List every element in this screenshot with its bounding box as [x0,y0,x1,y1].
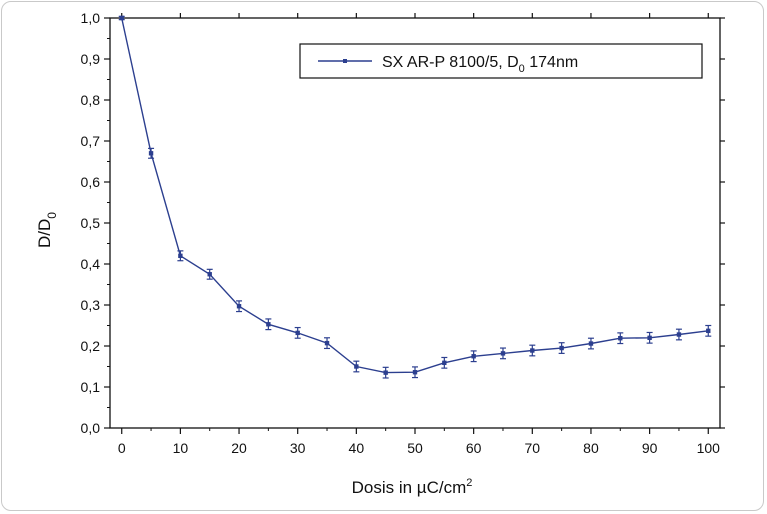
legend-marker [343,59,347,63]
x-tick-label: 30 [290,440,306,456]
data-point [706,328,711,334]
data-point [383,370,388,375]
data-point [530,348,535,353]
data-point [588,341,594,346]
x-tick-label: 10 [173,440,189,456]
y-tick-label: 0,5 [81,215,101,231]
data-point [148,151,154,156]
y-tick-label: 0,6 [81,174,101,190]
y-axis-title: D/D0 [35,212,59,248]
y-tick-label: 0,8 [81,92,101,108]
y-tick-label: 0,2 [81,338,101,354]
y-tick-label: 0,1 [81,379,101,395]
data-point [207,272,212,277]
data-point [412,370,418,375]
y-tick-label: 0,9 [81,51,101,67]
data-point [266,322,271,327]
data-point [178,253,183,258]
y-tick-label: 0,7 [81,133,101,149]
data-point [471,354,476,359]
x-axis-title-superscript: 2 [466,477,472,489]
x-tick-label: 80 [583,440,599,456]
data-point [647,335,652,340]
data-point [500,351,506,356]
x-tick-label: 60 [466,440,482,456]
data-point [324,340,330,346]
data-point [119,15,124,21]
data-point [676,332,682,337]
x-tick-label: 100 [697,440,721,456]
y-axis-title-subscript: 0 [45,212,59,219]
data-point [618,336,623,341]
data-point [295,330,300,336]
y-tick-label: 0,0 [81,420,101,436]
y-tick-label: 0,4 [81,256,101,272]
y-tick-label: 0,3 [81,297,101,313]
data-point [559,345,564,351]
x-tick-label: 50 [407,440,423,456]
legend-label-subscript: 0 [519,63,525,75]
legend-label: SX AR-P 8100/5, D0 174nm [382,54,578,75]
legend: SX AR-P 8100/5, D0 174nm [299,43,703,79]
axes: 0 10 20 30 40 50 60 70 80 90 100 0,0 0,1 0,2 0,3 0,4 0,5… [81,10,725,456]
x-axis-title: Dosis in µC/cm2 [352,477,473,497]
legend-label-main: SX AR-P 8100/5, D [382,54,519,71]
x-tick-label: 90 [642,440,658,456]
data-point [354,364,359,369]
data-point [442,360,447,366]
data-marks [118,15,712,379]
x-tick-label: 70 [525,440,541,456]
data-point [236,304,242,309]
y-tick-label: 1,0 [81,10,101,26]
x-tick-label: 40 [349,440,365,456]
x-tick-label: 0 [118,440,126,456]
legend-label-tail: 174nm [525,54,578,71]
x-tick-label: 20 [231,440,247,456]
